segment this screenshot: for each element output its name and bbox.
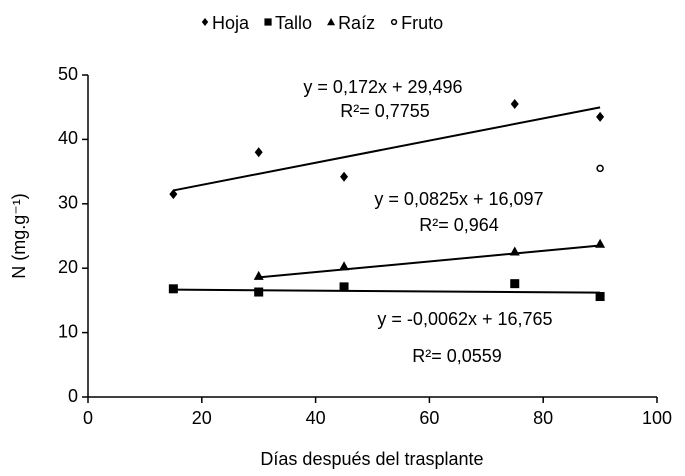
marker <box>253 270 264 280</box>
trend-r2: R²= 0,7755 <box>340 101 430 121</box>
marker <box>510 279 520 289</box>
legend-label: Hoja <box>212 13 250 33</box>
legend-label: Fruto <box>401 13 443 33</box>
marker <box>254 287 264 297</box>
trend-equation: y = -0,0062x + 16,765 <box>377 309 552 329</box>
legend-marker <box>201 18 209 26</box>
trend-equation: y = 0,0825x + 16,097 <box>374 189 543 209</box>
y-tick-label: 30 <box>58 193 78 213</box>
trend-r2: R²= 0,0559 <box>412 346 502 366</box>
trend-line <box>173 288 601 294</box>
marker <box>339 261 350 271</box>
y-tick-label: 0 <box>68 386 78 406</box>
trend-r2: R²= 0,964 <box>419 215 499 235</box>
legend-marker <box>390 18 398 26</box>
legend-label: Raíz <box>338 13 375 33</box>
x-axis-label: Días después del trasplante <box>260 449 483 469</box>
x-tick-label: 40 <box>306 408 326 428</box>
y-tick-label: 10 <box>58 321 78 341</box>
legend-label: Tallo <box>275 13 312 33</box>
marker <box>596 111 605 122</box>
trend-line <box>258 244 601 279</box>
marker <box>510 98 519 109</box>
marker <box>595 238 606 248</box>
marker <box>339 282 349 292</box>
legend-marker <box>327 18 336 26</box>
trend-line <box>173 106 601 192</box>
trend-equation: y = 0,172x + 29,496 <box>303 77 462 97</box>
legend-marker <box>264 18 272 26</box>
x-tick-label: 80 <box>533 408 553 428</box>
x-tick-label: 100 <box>642 408 672 428</box>
marker <box>509 246 520 256</box>
marker <box>595 292 605 302</box>
x-tick-label: 0 <box>83 408 93 428</box>
y-tick-label: 20 <box>58 257 78 277</box>
marker <box>340 171 349 182</box>
y-tick-label: 40 <box>58 128 78 148</box>
marker <box>254 147 263 158</box>
y-tick-label: 50 <box>58 64 78 84</box>
y-axis-label: N (mg.g⁻¹) <box>9 193 29 279</box>
marker <box>169 189 178 200</box>
x-tick-label: 20 <box>192 408 212 428</box>
x-tick-label: 60 <box>419 408 439 428</box>
marker <box>596 164 604 173</box>
marker <box>168 284 178 294</box>
